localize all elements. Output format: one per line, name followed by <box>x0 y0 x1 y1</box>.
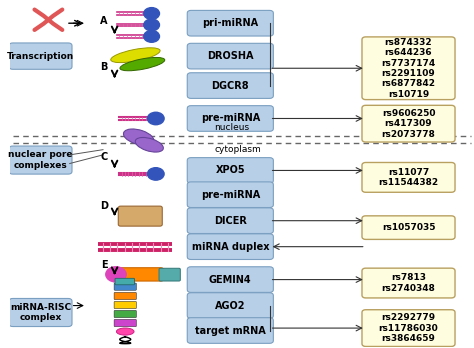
FancyBboxPatch shape <box>114 310 137 318</box>
FancyBboxPatch shape <box>187 293 273 318</box>
FancyBboxPatch shape <box>187 182 273 207</box>
FancyBboxPatch shape <box>187 267 273 292</box>
Circle shape <box>144 31 159 42</box>
FancyBboxPatch shape <box>362 310 455 347</box>
FancyBboxPatch shape <box>362 268 455 298</box>
FancyBboxPatch shape <box>114 292 137 300</box>
Text: A: A <box>100 16 108 26</box>
Ellipse shape <box>111 48 160 63</box>
Text: pri-miRNA: pri-miRNA <box>202 18 258 28</box>
Text: pre-miRNA: pre-miRNA <box>201 113 260 124</box>
FancyBboxPatch shape <box>187 10 273 36</box>
FancyBboxPatch shape <box>116 268 164 281</box>
FancyBboxPatch shape <box>187 234 273 260</box>
FancyBboxPatch shape <box>187 158 273 183</box>
Text: GEMIN4: GEMIN4 <box>209 275 252 285</box>
Text: DGCR8: DGCR8 <box>211 81 249 90</box>
Text: pre-miRNA: pre-miRNA <box>201 190 260 200</box>
FancyBboxPatch shape <box>187 43 273 69</box>
FancyBboxPatch shape <box>187 73 273 98</box>
Circle shape <box>144 8 159 19</box>
Text: rs11077
rs11544382: rs11077 rs11544382 <box>378 168 438 187</box>
FancyBboxPatch shape <box>9 146 72 174</box>
Text: Transcription: Transcription <box>7 52 74 61</box>
Ellipse shape <box>120 57 165 71</box>
Text: miRNA duplex: miRNA duplex <box>191 242 269 252</box>
Text: rs1057035: rs1057035 <box>382 223 435 232</box>
Ellipse shape <box>135 137 164 152</box>
FancyBboxPatch shape <box>114 319 137 327</box>
FancyBboxPatch shape <box>114 301 137 309</box>
Circle shape <box>144 19 159 31</box>
Text: cytoplasm: cytoplasm <box>214 145 261 154</box>
FancyBboxPatch shape <box>187 106 273 131</box>
FancyBboxPatch shape <box>362 105 455 142</box>
FancyBboxPatch shape <box>115 278 135 285</box>
Text: nucleus: nucleus <box>214 122 249 132</box>
Text: D: D <box>100 201 108 211</box>
FancyBboxPatch shape <box>362 163 455 192</box>
Text: target mRNA: target mRNA <box>195 325 266 335</box>
Text: C: C <box>100 152 108 162</box>
Ellipse shape <box>123 129 154 145</box>
Circle shape <box>147 112 164 125</box>
FancyBboxPatch shape <box>9 43 72 69</box>
Text: rs9606250
rs417309
rs2073778: rs9606250 rs417309 rs2073778 <box>382 109 436 139</box>
Text: DICER: DICER <box>214 216 247 226</box>
Text: XPO5: XPO5 <box>216 165 245 175</box>
Text: rs7813
rs2740348: rs7813 rs2740348 <box>382 273 436 293</box>
Text: AGO2: AGO2 <box>215 301 246 310</box>
Circle shape <box>106 267 126 282</box>
FancyBboxPatch shape <box>9 299 72 326</box>
FancyBboxPatch shape <box>187 208 273 234</box>
Text: nuclear pore
complexes: nuclear pore complexes <box>8 150 73 170</box>
FancyBboxPatch shape <box>187 318 273 343</box>
Text: miRNA-RISC
complex: miRNA-RISC complex <box>10 303 71 322</box>
FancyBboxPatch shape <box>118 206 162 226</box>
Text: E: E <box>101 260 108 270</box>
Text: DROSHA: DROSHA <box>207 51 254 61</box>
Text: B: B <box>100 62 108 72</box>
FancyBboxPatch shape <box>114 283 137 290</box>
Text: rs874332
rs644236
rs7737174
rs2291109
rs6877842
rs10719: rs874332 rs644236 rs7737174 rs2291109 rs… <box>382 38 436 99</box>
FancyBboxPatch shape <box>159 268 180 281</box>
FancyBboxPatch shape <box>362 216 455 239</box>
Text: rs2292779
rs11786030
rs3864659: rs2292779 rs11786030 rs3864659 <box>379 313 438 343</box>
Circle shape <box>147 168 164 180</box>
FancyBboxPatch shape <box>362 37 455 100</box>
Ellipse shape <box>117 328 134 335</box>
